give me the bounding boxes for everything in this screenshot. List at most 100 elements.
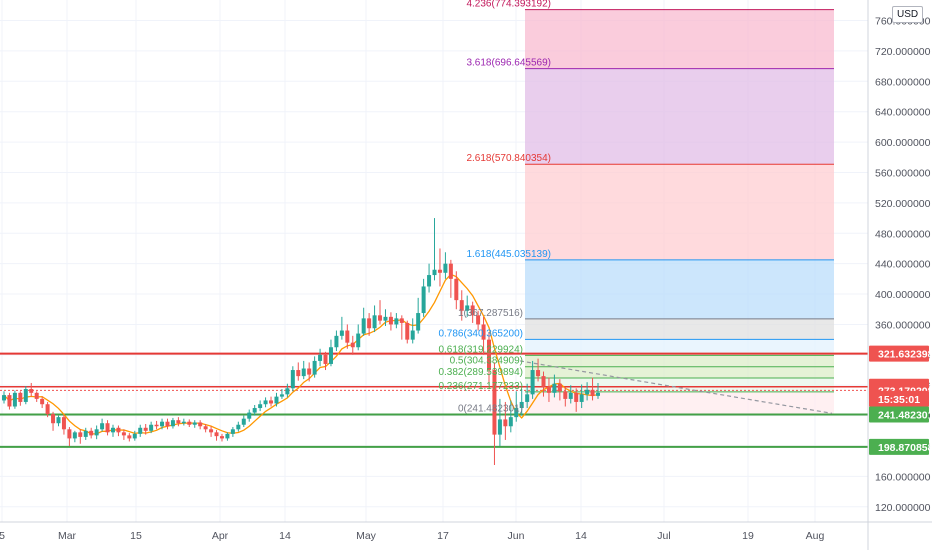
candle-body <box>241 418 246 425</box>
candle-body <box>279 394 284 397</box>
candle-body <box>51 414 56 424</box>
candle-body <box>394 318 399 325</box>
candle-body <box>454 278 459 301</box>
candle-body <box>45 404 50 415</box>
trend-line-path <box>519 360 833 414</box>
candle-body <box>7 395 12 407</box>
candle-body <box>568 392 573 399</box>
candle-body <box>258 404 263 409</box>
candle-body <box>149 424 154 431</box>
candle-body <box>61 417 66 430</box>
y-tick-label: 560.000000 <box>875 167 931 179</box>
fib-level-label: 0.382(289.539894) <box>438 367 523 378</box>
candle-body <box>339 330 344 336</box>
candle-body <box>160 421 165 427</box>
currency-badge[interactable]: USD <box>892 6 924 23</box>
candle-body <box>596 392 600 396</box>
candle-body <box>416 313 421 331</box>
candle-body <box>328 347 333 364</box>
candle-body <box>530 370 535 395</box>
y-tick-label: 160.000000 <box>875 471 931 483</box>
x-tick-label: Jun <box>508 530 525 542</box>
fib-zone <box>525 259 834 319</box>
candle-body <box>198 422 203 427</box>
candle-body <box>459 300 464 311</box>
support-resistance-lines <box>0 352 868 448</box>
candle-body <box>230 429 235 434</box>
y-tick-label: 640.000000 <box>875 107 931 119</box>
y-tick-label: 680.000000 <box>875 76 931 88</box>
candle-body <box>525 394 530 402</box>
candle-body <box>443 263 448 273</box>
candle-body <box>372 315 377 329</box>
candle-body <box>100 423 105 430</box>
candle-body <box>203 426 208 430</box>
candle-body <box>143 427 148 431</box>
x-tick-label: Jul <box>657 530 670 542</box>
candle-body <box>56 417 61 424</box>
candle-body <box>263 400 268 405</box>
candle-body <box>492 370 497 435</box>
candle-body <box>574 392 579 402</box>
candle-body <box>487 339 492 371</box>
candle-body <box>132 433 137 439</box>
candle-body <box>165 421 170 427</box>
fib-zone <box>525 339 834 356</box>
candle-body <box>116 427 121 433</box>
price-tag-label: 321.632398 <box>878 349 932 361</box>
price-tag <box>869 345 929 362</box>
candle-body <box>219 436 224 439</box>
fib-zone <box>525 377 834 392</box>
candle-body <box>110 427 115 433</box>
fib-level-label: 4.236(774.393192) <box>466 0 551 10</box>
candle-body <box>285 388 290 395</box>
candle-body <box>361 318 366 334</box>
candle-body <box>350 342 355 348</box>
x-tick-label: Apr <box>212 530 229 542</box>
candle-body <box>318 354 323 361</box>
candle-body <box>225 433 230 439</box>
fib-level-label: 0.618(319.229924) <box>438 344 523 355</box>
y-tick-label: 480.000000 <box>875 228 931 240</box>
x-tick-label: 14 <box>279 530 291 542</box>
fib-zone <box>525 68 834 165</box>
candle-body <box>470 305 475 316</box>
candle-body <box>127 435 132 439</box>
candle-body <box>209 429 214 433</box>
price-tag-label: 15:35:01 <box>878 394 920 406</box>
fib-level-label: 3.618(696.645569) <box>466 58 551 69</box>
candle-body <box>345 330 350 343</box>
fib-level-label: 0.5(304.384909) <box>450 356 523 367</box>
x-tick-label: 17 <box>437 530 449 542</box>
x-tick-label: May <box>356 530 377 542</box>
candle-body <box>301 368 306 377</box>
candle-body <box>83 430 88 437</box>
candle-body <box>121 432 126 436</box>
candle-body <box>519 401 524 409</box>
candle-body <box>557 383 562 392</box>
fib-level-label: 2.618(570.840354) <box>466 153 551 164</box>
candle-body <box>23 389 28 402</box>
trend-line <box>519 360 833 414</box>
fib-level-label: 0(241.482301) <box>458 403 523 414</box>
y-tick-label: 720.000000 <box>875 46 931 58</box>
price-tag-label: 241.482301 <box>878 409 932 421</box>
fib-level-label: 0.786(340.365200) <box>438 328 523 339</box>
candle-body <box>427 275 432 287</box>
y-tick-label: 520.000000 <box>875 198 931 210</box>
x-tick-label: Aug <box>806 530 825 542</box>
candle-body <box>334 335 339 348</box>
fib-level-labels: 4.236(774.393192) 3.618(696.645569) 2.618(… <box>438 0 551 414</box>
candle-body <box>72 432 77 439</box>
candle-body <box>192 422 197 425</box>
price-tags: 321.632398278.006396273.17920815:35:0124… <box>869 345 932 455</box>
x-tick-label: 14 <box>575 530 587 542</box>
candle-body <box>476 315 481 325</box>
candle-body <box>170 420 175 427</box>
y-tick-label: 440.000000 <box>875 259 931 271</box>
candle-body <box>181 421 186 424</box>
y-tick-label: 360.000000 <box>875 319 931 331</box>
candle-body <box>590 389 595 396</box>
candle-body <box>405 322 410 340</box>
